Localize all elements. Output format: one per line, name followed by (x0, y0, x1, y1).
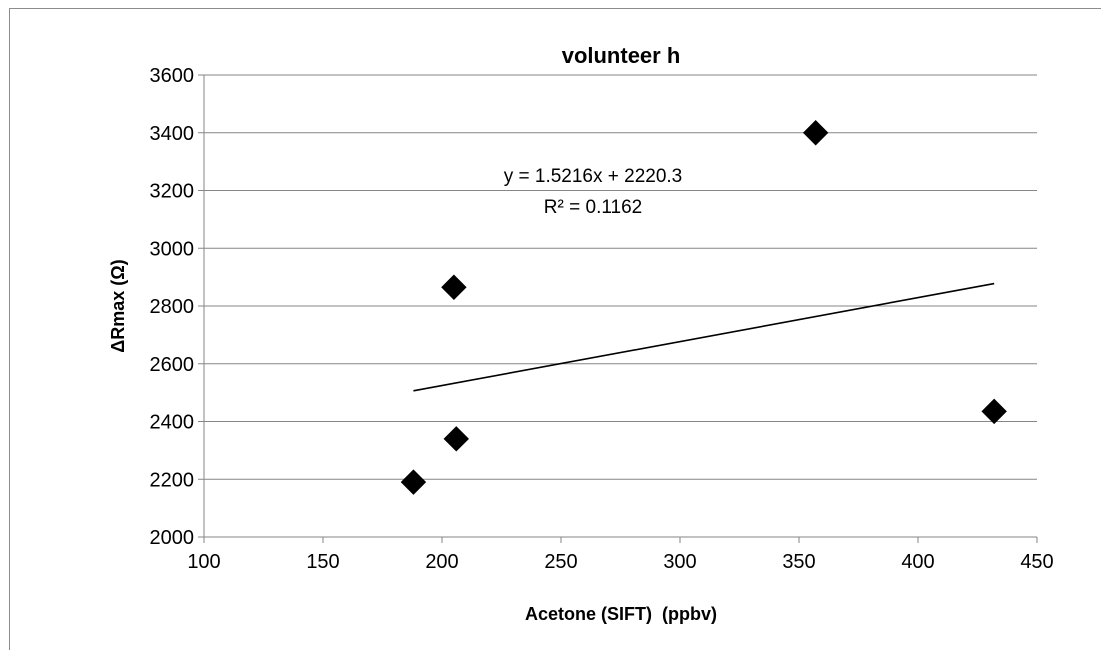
x-tick-label: 100 (187, 551, 220, 573)
trendline-r-squared: R² = 0.1162 (544, 197, 642, 218)
x-tick-label: 350 (782, 551, 815, 573)
y-tick-label: 2800 (150, 296, 195, 318)
y-tick-label: 3400 (150, 123, 195, 145)
y-tick-label: 3600 (150, 65, 195, 87)
data-point (443, 426, 469, 452)
x-tick-label: 200 (425, 551, 458, 573)
trendline-equation: y = 1.5216x + 2220.3 (504, 166, 683, 187)
x-tick-label: 450 (1020, 551, 1053, 573)
data-point (400, 469, 427, 495)
x-tick-label: 400 (901, 551, 934, 573)
tick-labels: 2000 2200 2400 2600 2800 3000 3200 3400 3600 100 1… (150, 65, 1054, 573)
y-tick-label: 3000 (150, 238, 195, 260)
x-tick-label: 250 (544, 551, 577, 573)
data-point (441, 274, 467, 300)
trendline-layer (413, 282, 995, 392)
x-tick-label: 150 (306, 551, 339, 573)
y-tick-label: 2200 (150, 469, 195, 491)
data-points (400, 120, 1007, 495)
x-tick-label: 300 (663, 551, 696, 573)
trendline (413, 282, 995, 392)
chart-frame (9, 8, 1101, 650)
gridlines (198, 74, 1038, 543)
axes (203, 75, 1037, 538)
data-point (802, 120, 829, 146)
y-tick-label: 2000 (150, 527, 195, 549)
data-point (981, 398, 1007, 425)
chart-title: volunteer h (562, 43, 681, 68)
y-axis-title: ΔRmax (Ω) (108, 259, 128, 352)
x-axis-title: Acetone (SIFT) (ppbv) (525, 604, 717, 624)
y-tick-label: 2600 (150, 354, 195, 376)
y-tick-label: 2400 (150, 412, 195, 434)
y-tick-label: 3200 (150, 181, 195, 203)
